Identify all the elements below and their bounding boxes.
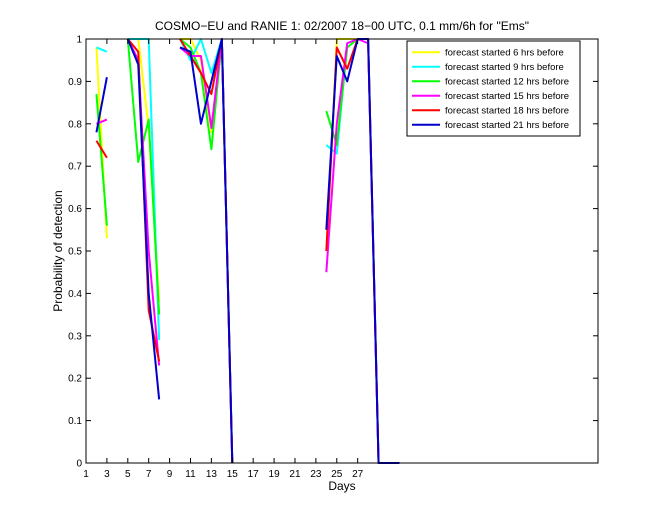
x-tick-label: 21 xyxy=(289,469,301,480)
x-tick-label: 5 xyxy=(125,469,131,480)
y-tick-label: 0.7 xyxy=(68,162,82,173)
y-tick-label: 0.5 xyxy=(68,247,82,258)
y-tick-label: 0.4 xyxy=(68,289,82,300)
legend-label-4: forecast started 15 hrs before xyxy=(445,91,569,102)
legend-label-3: forecast started 12 hrs before xyxy=(445,77,569,88)
x-tick-label: 13 xyxy=(206,469,218,480)
legend-label-6: forecast started 21 hrs before xyxy=(445,120,569,131)
x-axis-ticks: 1 3 5 7 9 11 13 15 17 19 21 23 25 27 xyxy=(83,39,364,480)
x-tick-label: 15 xyxy=(227,469,239,480)
series-line-3-segment-1 xyxy=(95,94,108,226)
x-axis-label: Days xyxy=(328,479,355,493)
chart-title: COSMO−EU and RANIE 1: 02/2007 18−00 UTC,… xyxy=(155,19,529,33)
y-tick-label: 0 xyxy=(76,459,82,470)
x-tick-label: 27 xyxy=(352,469,364,480)
y-tick-label: 0.6 xyxy=(68,204,82,215)
legend: forecast started 6 hrs before forecast st… xyxy=(406,40,581,137)
legend-label-5: forecast started 18 hrs before xyxy=(445,106,569,117)
y-axis-label: Probability of detection xyxy=(51,190,65,311)
legend-box xyxy=(406,40,581,137)
y-axis-ticks: 0 0.1 0.2 0.3 0.4 0.5 0.6 0.7 0.8 0.9 1 xyxy=(68,35,598,470)
x-tick-label: 11 xyxy=(185,469,196,480)
series-line-6-segment-3 xyxy=(179,38,234,464)
x-tick-label: 1 xyxy=(83,469,89,480)
y-tick-label: 0.9 xyxy=(68,77,82,88)
x-tick-label: 23 xyxy=(310,469,322,480)
x-tick-label: 9 xyxy=(167,469,173,480)
x-tick-label: 19 xyxy=(269,469,281,480)
series-line-2-segment-1 xyxy=(96,46,108,53)
series-line-5-segment-1 xyxy=(95,140,108,159)
y-tick-label: 1 xyxy=(76,35,82,46)
y-tick-label: 0.2 xyxy=(68,374,82,385)
y-tick-label: 0.3 xyxy=(68,331,82,342)
x-tick-label: 25 xyxy=(331,469,343,480)
x-tick-label: 3 xyxy=(104,469,110,480)
legend-label-2: forecast started 9 hrs before xyxy=(445,62,564,73)
series-line-6-segment-1 xyxy=(95,76,108,133)
legend-label-1: forecast started 6 hrs before xyxy=(445,48,564,59)
y-tick-label: 0.8 xyxy=(68,119,82,130)
x-tick-label: 17 xyxy=(248,469,260,480)
y-tick-label: 0.1 xyxy=(68,416,82,427)
series-line-6-segment-2 xyxy=(126,38,161,400)
x-tick-label: 7 xyxy=(146,469,152,480)
